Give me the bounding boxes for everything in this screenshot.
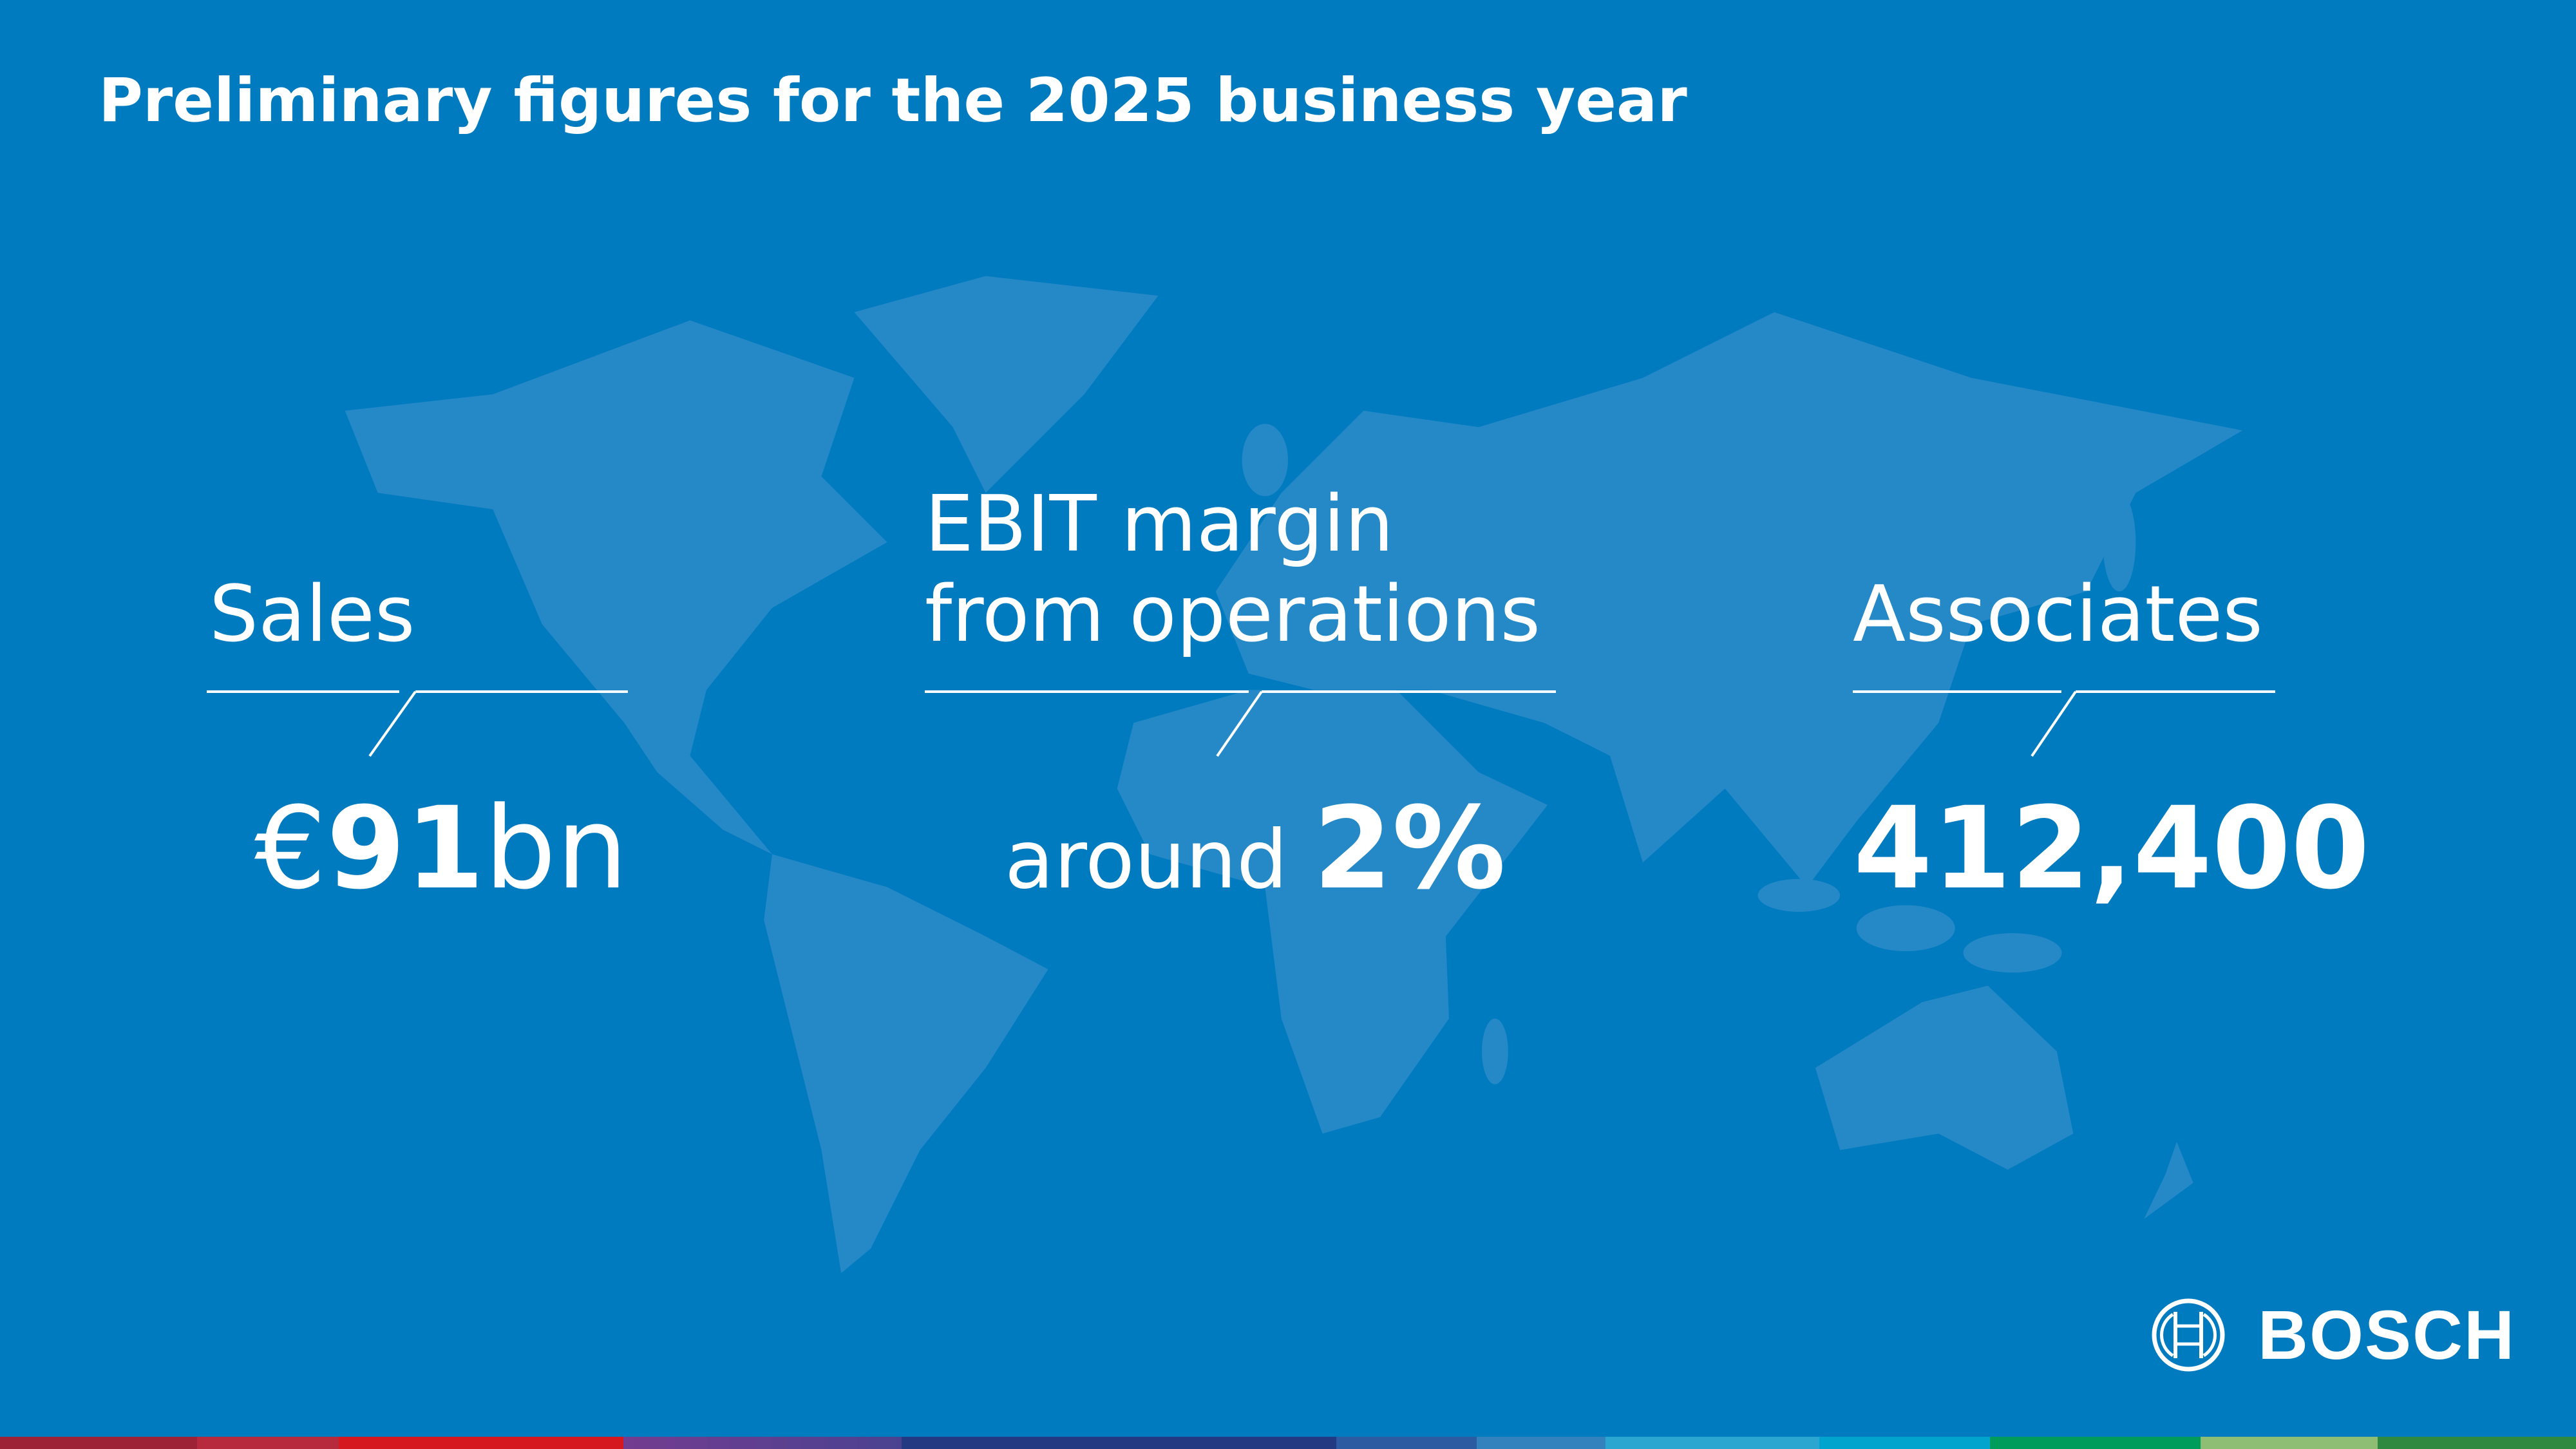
- value-number: 412,400: [1853, 782, 2370, 914]
- bosch-armature-icon: [2152, 1298, 2225, 1371]
- north-america: [345, 320, 887, 863]
- brand-name: BOSCH: [2258, 1296, 2516, 1374]
- island: [1757, 878, 1841, 912]
- page-title: Preliminary figures for the 2025 busines…: [99, 66, 1687, 136]
- island: [1856, 905, 1955, 952]
- stripe-segment: [1819, 1437, 1990, 1449]
- value-number: 2%: [1313, 782, 1506, 914]
- stripe-segment: [2201, 1437, 2378, 1449]
- australia: [1815, 985, 2074, 1170]
- divider: [2031, 690, 2077, 757]
- stripe-segment: [339, 1437, 623, 1449]
- island: [1482, 1018, 1508, 1084]
- sales-label: Sales: [209, 570, 415, 659]
- greenland: [854, 276, 1159, 493]
- south-america: [764, 854, 1048, 1274]
- associates-value: 412,400: [1853, 784, 2370, 913]
- africa: [1117, 690, 1548, 1134]
- stripe-segment: [1477, 1437, 1605, 1449]
- stripe-segment: [197, 1437, 339, 1449]
- value-suffix: bn: [484, 782, 629, 914]
- ebit-label: EBIT margin from operations: [925, 480, 1540, 660]
- value-prefix: around: [1005, 813, 1314, 907]
- stripe-segment: [1990, 1437, 2201, 1449]
- divider: [1216, 690, 1263, 757]
- color-stripe: [0, 1437, 2576, 1449]
- bosch-logo: BOSCH: [2151, 1294, 2515, 1375]
- associates-label: Associates: [1853, 570, 2263, 659]
- island: [1242, 424, 1288, 497]
- divider: [368, 690, 417, 757]
- label-line: EBIT margin: [925, 480, 1394, 569]
- stripe-segment: [1336, 1437, 1477, 1449]
- stripe-segment: [2378, 1437, 2576, 1449]
- label-line: from operations: [925, 570, 1541, 659]
- stripe-segment: [902, 1437, 1336, 1449]
- sales-value: €91bn: [254, 784, 628, 913]
- island: [1963, 933, 2062, 973]
- stripe-segment: [0, 1437, 197, 1449]
- new-zealand: [2144, 1141, 2193, 1219]
- ebit-value: around 2%: [1005, 784, 1506, 925]
- eurasia: [1215, 312, 2243, 887]
- value-number: 91: [326, 782, 484, 914]
- stripe-segment: [1605, 1437, 1819, 1449]
- value-prefix: €: [254, 782, 327, 914]
- stripe-segment: [623, 1437, 902, 1449]
- island: [2103, 493, 2136, 592]
